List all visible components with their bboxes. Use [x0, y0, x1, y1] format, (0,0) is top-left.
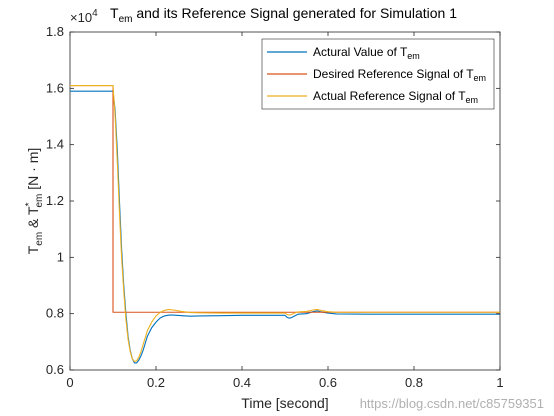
x-tick-label-1: 0.2: [147, 375, 165, 390]
y-tick-label-6: 1.8: [46, 24, 64, 39]
x-tick-label-5: 1: [496, 375, 503, 390]
legend-entry-desired-reference: Desired Reference Signal of Tem: [267, 67, 486, 83]
legend-label-actual-reference: Actual Reference Signal of Tem: [313, 89, 478, 105]
x-axis-label: Time [second]: [241, 395, 328, 411]
tick-layer: 0 0.2 0.4 0.6 0.8 1 0.6 0.8 1 1.2 1.4 1.6 1.8: [46, 24, 504, 390]
y-exponent-label: ×104: [70, 8, 98, 25]
legend: Actural Value of Tem Desired Reference S…: [261, 38, 495, 110]
x-tick-label-0: 0: [66, 375, 73, 390]
watermark-text: https://blog.csdn.net/c85759351: [360, 396, 544, 411]
series-line-3: [70, 84, 500, 363]
x-tick-label-2: 0.4: [233, 375, 251, 390]
y-tick-label-5: 1.6: [46, 80, 64, 95]
chart-title: Tem and its Reference Signal generated f…: [110, 5, 457, 25]
y-tick-label-1: 0.8: [46, 306, 64, 321]
y-axis-label: Tem & T*em [N · m]: [24, 148, 45, 255]
legend-label-desired-reference: Desired Reference Signal of Tem: [313, 67, 486, 83]
y-tick-label-4: 1.4: [46, 137, 64, 152]
series-layer: [70, 84, 500, 364]
x-tick-label-4: 0.8: [405, 375, 423, 390]
y-tick-label-0: 0.6: [46, 362, 64, 377]
legend-entry-actual-value: Actural Value of Tem: [267, 45, 420, 61]
y-tick-label-2: 1: [57, 249, 64, 264]
legend-label-actual-value: Actural Value of Tem: [313, 45, 420, 61]
x-tick-label-3: 0.6: [319, 375, 337, 390]
legend-entry-actual-reference: Actual Reference Signal of Tem: [267, 89, 478, 105]
y-tick-label-3: 1.2: [46, 193, 64, 208]
